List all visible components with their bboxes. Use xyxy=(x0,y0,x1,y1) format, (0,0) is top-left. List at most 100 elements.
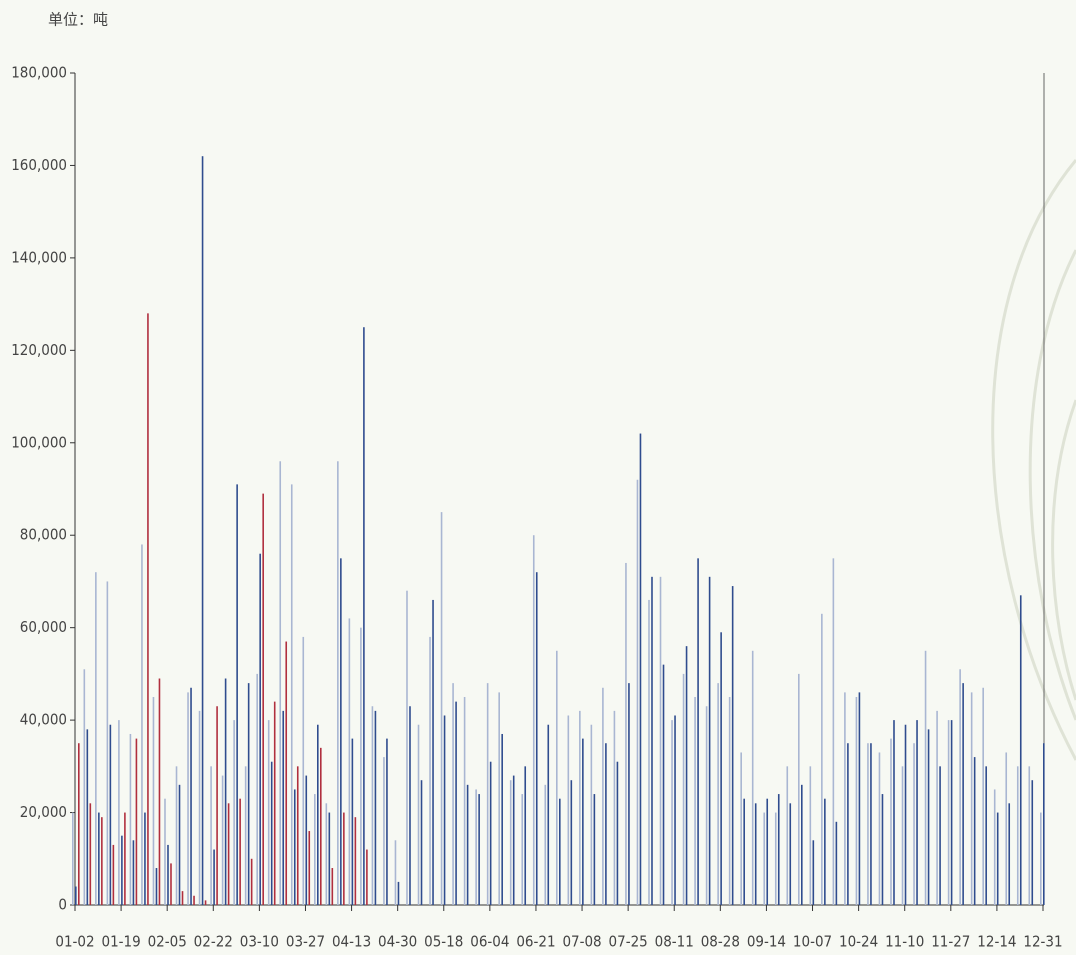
bar xyxy=(925,651,927,905)
bar xyxy=(271,762,273,905)
bar xyxy=(524,766,526,905)
bar xyxy=(130,734,132,905)
y-tick-label: 160,000 xyxy=(11,156,67,174)
bar xyxy=(421,780,423,905)
bar xyxy=(706,706,708,905)
bar xyxy=(182,891,184,905)
bar xyxy=(879,752,881,905)
bar xyxy=(544,785,546,905)
bar xyxy=(366,850,368,905)
bar xyxy=(302,637,304,905)
bar xyxy=(233,720,235,905)
bar xyxy=(591,725,593,905)
bar xyxy=(95,572,97,905)
bar xyxy=(997,813,999,905)
x-tick-label: 08-28 xyxy=(701,933,740,951)
bar xyxy=(959,669,961,905)
bar xyxy=(193,896,195,905)
bar xyxy=(464,697,466,905)
bar xyxy=(547,725,549,905)
bar xyxy=(87,729,89,905)
y-tick-label: 80,000 xyxy=(20,526,67,544)
bar xyxy=(429,637,431,905)
bar xyxy=(775,813,777,905)
bar xyxy=(455,702,457,905)
bar xyxy=(409,706,411,905)
bar xyxy=(329,813,331,905)
bar xyxy=(594,794,596,905)
bar xyxy=(239,799,241,905)
x-tick-label: 10-07 xyxy=(793,933,832,951)
bar xyxy=(936,711,938,905)
bar xyxy=(640,434,642,905)
chart: 单位：吨 020,00040,00060,00080,000100,000120… xyxy=(0,0,1076,955)
bar xyxy=(210,766,212,905)
bar xyxy=(110,725,112,905)
bar xyxy=(360,628,362,905)
bar xyxy=(536,572,538,905)
bar xyxy=(159,679,161,905)
bar xyxy=(282,711,284,905)
bar xyxy=(660,577,662,905)
bar xyxy=(332,868,334,905)
x-tick-label: 07-08 xyxy=(562,933,601,951)
x-tick-label: 06-21 xyxy=(516,933,555,951)
bar xyxy=(490,762,492,905)
bar xyxy=(833,558,835,905)
bar xyxy=(133,840,135,905)
bar xyxy=(176,766,178,905)
bar xyxy=(890,739,892,905)
bar xyxy=(985,766,987,905)
bar xyxy=(971,692,973,905)
bar xyxy=(467,785,469,905)
bar xyxy=(694,697,696,905)
y-tick-label: 20,000 xyxy=(20,803,67,821)
bar xyxy=(190,688,192,905)
y-tick-label: 120,000 xyxy=(11,341,67,359)
x-tick-label: 12-14 xyxy=(977,933,1016,951)
bar xyxy=(72,813,74,905)
bar xyxy=(579,711,581,905)
bar xyxy=(752,651,754,905)
bar xyxy=(216,706,218,905)
bar xyxy=(167,845,169,905)
bar xyxy=(717,683,719,905)
bar xyxy=(1005,752,1007,905)
x-tick-label: 11-27 xyxy=(931,933,970,951)
bar xyxy=(274,702,276,905)
bar xyxy=(893,720,895,905)
bar xyxy=(766,799,768,905)
bar xyxy=(101,817,103,905)
bar xyxy=(259,554,261,905)
bar xyxy=(743,799,745,905)
y-tick-label: 40,000 xyxy=(20,711,67,729)
x-tick-label: 07-25 xyxy=(609,933,648,951)
y-tick-label: 0 xyxy=(58,896,67,914)
bar xyxy=(444,715,446,905)
bar xyxy=(398,882,400,905)
bar xyxy=(501,734,503,905)
bar xyxy=(98,813,100,905)
x-tick-label: 12-31 xyxy=(1023,933,1062,951)
y-tick-label: 100,000 xyxy=(11,433,67,451)
bar xyxy=(153,697,155,905)
bar xyxy=(202,156,204,905)
bar xyxy=(340,558,342,905)
bar xyxy=(571,780,573,905)
bar xyxy=(789,803,791,905)
bar xyxy=(498,692,500,905)
x-tick-label: 05-18 xyxy=(424,933,463,951)
y-tick-label: 60,000 xyxy=(20,618,67,636)
bar xyxy=(824,799,826,905)
bar xyxy=(268,720,270,905)
x-tick-label: 06-04 xyxy=(470,933,509,951)
bar xyxy=(395,840,397,905)
bar xyxy=(913,743,915,905)
bar xyxy=(902,766,904,905)
bar xyxy=(84,669,86,905)
bar xyxy=(228,803,230,905)
bar xyxy=(213,850,215,905)
bar xyxy=(383,757,385,905)
bar xyxy=(674,715,676,905)
x-tick-label: 01-02 xyxy=(55,933,94,951)
